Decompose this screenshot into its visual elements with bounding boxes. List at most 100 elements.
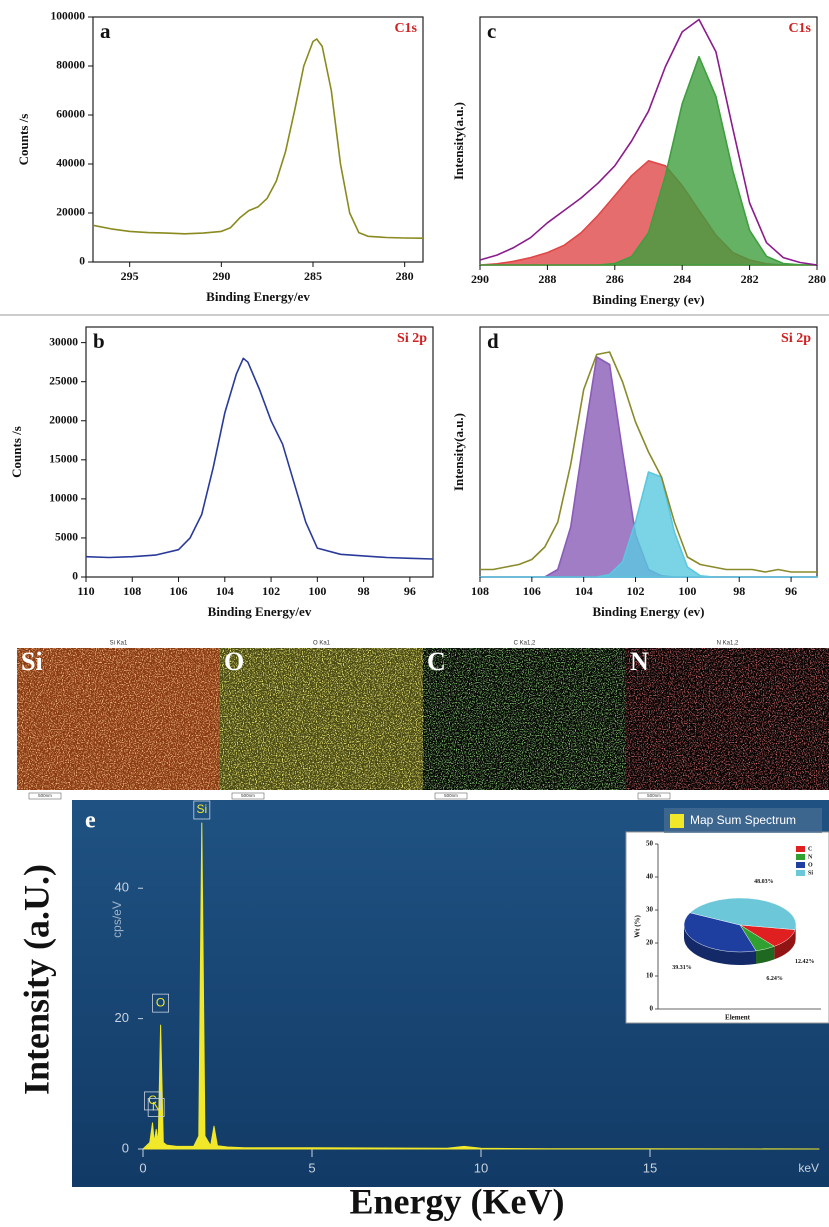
map-line: O Ka1 (313, 641, 331, 647)
legend-swatch (796, 854, 805, 860)
annotation: Si 2p (781, 331, 811, 346)
scale-bar-label: 500nm (241, 793, 255, 798)
inset-y-tick-label: 10 (646, 972, 654, 980)
inset-y-tick-label: 0 (650, 1005, 654, 1013)
legend-label: Map Sum Spectrum (690, 813, 796, 827)
pie-value-label: 39.31% (672, 965, 692, 971)
legend-label: N (808, 854, 813, 860)
inset-y-tick-label: 30 (646, 906, 654, 914)
x-tick-label: 280 (396, 269, 414, 283)
panel-label: e (85, 808, 96, 834)
y-tick-label: 30000 (49, 336, 78, 348)
x-tick-label: 100 (308, 584, 326, 598)
legend-swatch (796, 870, 805, 876)
map-element: Si (21, 647, 43, 676)
inset-x-label: Element (725, 1014, 751, 1022)
y-tick-label: 40000 (56, 158, 85, 170)
x-tick-label: 288 (538, 272, 556, 286)
x-tick-label: 284 (673, 272, 691, 286)
y-tick-label: 5000 (55, 532, 78, 544)
panel-label: b (93, 329, 105, 353)
x-axis-label: Binding Energy (ev) (593, 292, 705, 307)
plot-frame (86, 327, 433, 577)
x-tick-label: 5 (308, 1160, 315, 1175)
y-tick-label: 80000 (56, 60, 85, 72)
map-element: C (427, 647, 446, 676)
series-area (480, 472, 817, 577)
pie-value-label: 12.42% (795, 959, 815, 965)
x-tick-label: 98 (358, 584, 370, 598)
map-line: N Ka1,2 (717, 641, 739, 647)
legend-swatch (796, 846, 805, 852)
inset-y-label: Wt (%) (634, 914, 642, 937)
x-axis-label: Binding Energy (ev) (593, 604, 705, 619)
annotation: Si 2p (397, 331, 427, 346)
legend-label: Si (808, 870, 813, 876)
x-axis-label: Binding Energy/ev (208, 604, 312, 619)
x-tick-label: 104 (216, 584, 234, 598)
map-speckle (17, 648, 220, 790)
x-unit-label: keV (798, 1161, 819, 1175)
x-tick-label: 295 (121, 269, 139, 283)
y-tick-label: 10000 (49, 493, 78, 505)
y-tick-label: 25000 (49, 375, 78, 387)
legend-label: O (808, 862, 813, 868)
legend-label: C (808, 846, 812, 852)
panel-label: d (487, 329, 499, 353)
x-tick-label: 100 (678, 584, 696, 598)
y-tick-label: 15000 (49, 453, 78, 465)
scale-bar-label: 500nm (647, 793, 661, 798)
x-tick-label: 96 (404, 584, 416, 598)
x-tick-label: 282 (741, 272, 759, 286)
x-tick-label: 102 (262, 584, 280, 598)
figure: 295290285280020000400006000080000100000B… (0, 0, 829, 1227)
y-tick-label: 0 (72, 571, 78, 583)
peak-label: O (156, 995, 165, 1009)
panel-label: a (100, 19, 111, 43)
x-tick-label: 110 (77, 584, 94, 598)
x-tick-label: 285 (304, 269, 322, 283)
peak-label: N (152, 1100, 161, 1114)
y-tick-label: 0 (122, 1140, 129, 1155)
inset-y-tick-label: 50 (646, 840, 654, 848)
y-axis-label: cps/eV (110, 901, 124, 938)
annotation: C1s (788, 21, 811, 36)
inset-y-tick-label: 40 (646, 873, 654, 881)
y-tick-label: 20 (115, 1010, 129, 1025)
series-line (93, 39, 423, 238)
y-tick-label: 20000 (49, 414, 78, 426)
y-tick-label: 40 (115, 880, 129, 895)
x-tick-label: 280 (808, 272, 826, 286)
annotation: C1s (394, 21, 417, 36)
y-axis-label: Intensity(a.u.) (451, 413, 466, 491)
figure-x-label: Energy (KeV) (350, 1181, 565, 1221)
y-axis-label: Counts /s (9, 426, 24, 478)
pie-value-label: 6.24% (766, 976, 783, 982)
y-tick-label: 20000 (56, 207, 85, 219)
scale-bar-label: 500nm (444, 793, 458, 798)
x-tick-label: 286 (606, 272, 624, 286)
map-element: O (224, 647, 244, 676)
map-speckle (423, 648, 626, 790)
x-tick-label: 0 (139, 1160, 146, 1175)
x-tick-label: 104 (575, 584, 593, 598)
x-tick-label: 108 (471, 584, 489, 598)
x-tick-label: 108 (123, 584, 141, 598)
map-line: Si Ka1 (110, 641, 128, 647)
map-speckle (626, 648, 829, 790)
x-tick-label: 10 (474, 1160, 488, 1175)
x-tick-label: 15 (643, 1160, 657, 1175)
y-axis-label: Counts /s (16, 114, 31, 166)
map-line: C Ka1,2 (514, 641, 536, 647)
map-element: N (630, 647, 649, 676)
pie-value-label: 48.03% (754, 879, 774, 885)
legend-swatch (796, 862, 805, 868)
y-tick-label: 0 (79, 256, 85, 268)
x-tick-label: 290 (212, 269, 230, 283)
x-tick-label: 290 (471, 272, 489, 286)
inset-y-tick-label: 20 (646, 939, 654, 947)
y-axis-label: Intensity(a.u.) (451, 102, 466, 180)
legend-swatch (670, 814, 684, 828)
panel-label: c (487, 19, 496, 43)
y-tick-label: 100000 (51, 11, 86, 23)
